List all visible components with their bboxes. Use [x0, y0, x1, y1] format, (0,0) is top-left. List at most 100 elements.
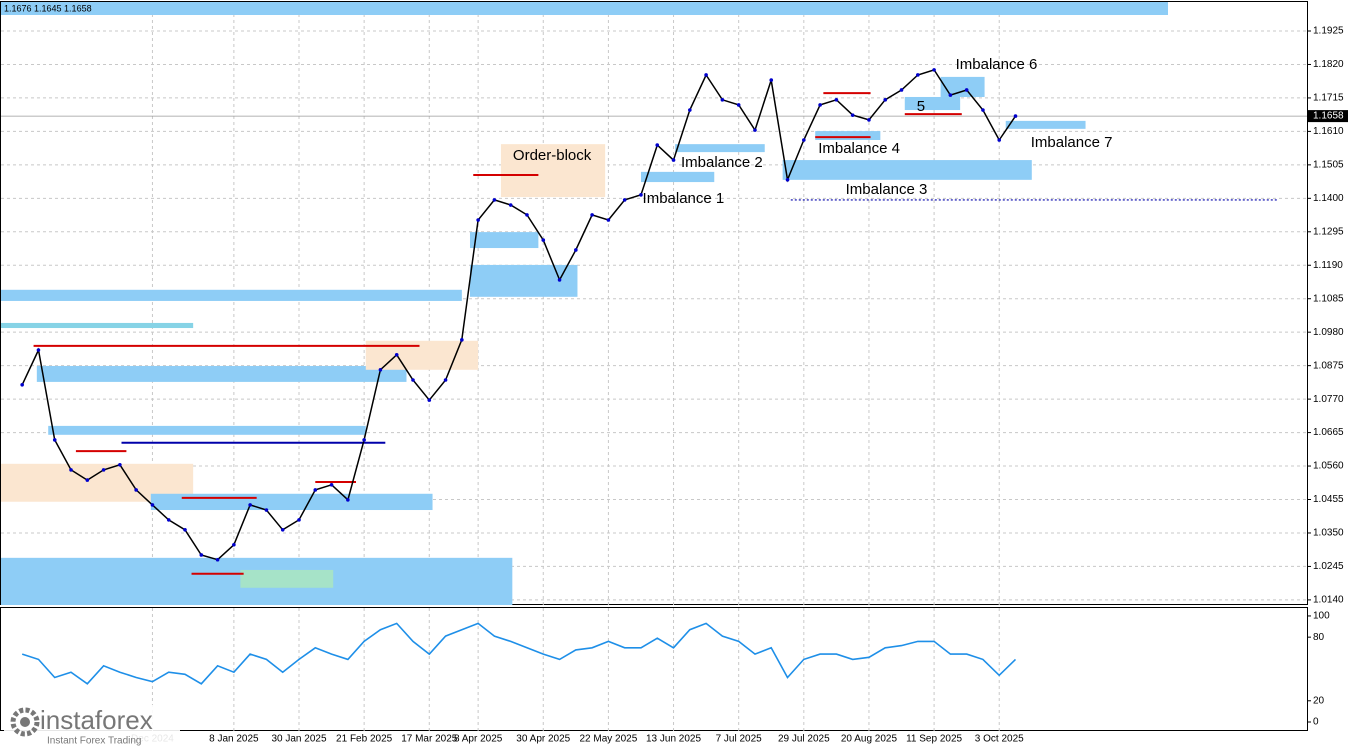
- series-line: [21, 69, 1017, 561]
- y-tick-label: 1.0875: [1313, 360, 1344, 371]
- vertex: [166, 518, 171, 522]
- x-tick-label: 30 Jan 2025: [271, 734, 326, 745]
- x-tick-label: 8 Jan 2025: [209, 734, 259, 745]
- y-tick-label: 1.0350: [1313, 528, 1344, 539]
- y-tick-label: 1.1085: [1313, 293, 1344, 304]
- ohlc-label: 1.1676 1.1645 1.1658: [4, 3, 92, 13]
- y-tick-label: 100: [1313, 611, 1330, 622]
- vertex: [183, 527, 187, 532]
- vertex: [492, 198, 497, 202]
- logo-icon: [10, 707, 40, 737]
- vertex: [720, 98, 725, 102]
- y-tick-label: 20: [1313, 695, 1325, 706]
- annotation: 5: [917, 98, 925, 115]
- vertex: [736, 103, 741, 107]
- vertex: [280, 527, 285, 532]
- vertex: [20, 382, 24, 387]
- x-tick-label: 11 Sep 2025: [906, 734, 962, 745]
- vertex: [785, 178, 790, 182]
- x-tick-label: 8 Apr 2025: [454, 734, 503, 745]
- vertex: [541, 238, 546, 242]
- y-tick-label: 1.1295: [1313, 226, 1344, 237]
- vertex: [346, 498, 350, 502]
- vertex: [443, 378, 448, 382]
- vertex: [411, 378, 415, 382]
- annotation: Imbalance 6: [956, 56, 1038, 73]
- y-tick-label: 1.0665: [1313, 427, 1344, 438]
- vertex: [199, 553, 204, 557]
- annotation: Imbalance 2: [681, 154, 763, 171]
- vertex: [916, 73, 920, 77]
- vertex: [215, 557, 220, 562]
- x-tick-label: 22 May 2025: [579, 734, 637, 745]
- vertex: [802, 138, 806, 142]
- last-price-box: [1308, 110, 1348, 123]
- annotation: Imbalance 4: [818, 140, 900, 157]
- vertex: [85, 478, 90, 482]
- vertex: [899, 88, 904, 92]
- vertex: [329, 483, 334, 487]
- zone: [150, 493, 433, 511]
- y-tick-label: 1.1190: [1313, 260, 1343, 271]
- vertex: [850, 113, 855, 117]
- vertex: [655, 143, 660, 147]
- vertex: [639, 193, 643, 197]
- vertex: [476, 218, 480, 222]
- logo-icon: [20, 717, 30, 727]
- watermark: instaforex Instant Forex Trading: [4, 705, 180, 747]
- vertex: [297, 518, 301, 522]
- zone: [36, 365, 407, 382]
- y-tick-label: 1.0770: [1313, 394, 1344, 405]
- vertex: [981, 108, 985, 112]
- annotation: Imbalance 3: [846, 181, 928, 198]
- vertex: [671, 158, 676, 162]
- vertex: [964, 88, 969, 92]
- zone: [500, 144, 606, 198]
- y-tick-label: 0: [1313, 717, 1319, 728]
- vertex: [52, 438, 57, 442]
- vertex: [232, 542, 236, 547]
- y-tick-label: 1.0245: [1313, 561, 1344, 572]
- y-tick-label: 1.0455: [1313, 494, 1344, 505]
- x-tick-label: 17 Mar 2025: [401, 734, 458, 745]
- vertex: [69, 468, 73, 472]
- vertex: [688, 108, 692, 112]
- vertex: [704, 73, 708, 77]
- zone: [640, 171, 715, 183]
- vertex: [150, 503, 155, 507]
- x-tick-label: 13 Jun 2025: [646, 734, 701, 745]
- y-tick-label: 1.1610: [1313, 126, 1344, 137]
- vertex: [134, 488, 138, 492]
- vertex: [362, 438, 366, 442]
- header-bar: [1, 2, 1168, 15]
- zone: [675, 144, 765, 153]
- vertex: [1013, 114, 1018, 118]
- y-tick-label: 1.1715: [1313, 93, 1344, 104]
- vertex: [834, 98, 839, 102]
- vertex: [36, 348, 41, 352]
- y-tick-label: 1.1505: [1313, 160, 1344, 171]
- price-frame: [0, 1, 1308, 605]
- vertex: [606, 218, 611, 222]
- vertex: [101, 468, 106, 472]
- last-price-label: 1.1658: [1313, 111, 1344, 122]
- vertex: [867, 118, 871, 122]
- series-line: [21, 622, 1017, 685]
- vertex: [883, 98, 888, 102]
- x-tick-label: 21 Feb 2025: [336, 734, 393, 745]
- vertex: [622, 198, 627, 202]
- vertex: [118, 462, 122, 467]
- zone: [782, 160, 1032, 180]
- x-tick-label: 7 Jul 2025: [716, 734, 763, 745]
- vertex: [264, 508, 269, 512]
- zone: [940, 76, 985, 97]
- y-tick-label: 1.1925: [1313, 26, 1344, 37]
- vertex: [313, 488, 318, 492]
- zone: [1, 289, 462, 301]
- vertex: [818, 103, 822, 107]
- vertex: [427, 398, 432, 402]
- vertex: [948, 93, 953, 97]
- vertex: [378, 367, 383, 372]
- indicator-frame: [0, 607, 1308, 731]
